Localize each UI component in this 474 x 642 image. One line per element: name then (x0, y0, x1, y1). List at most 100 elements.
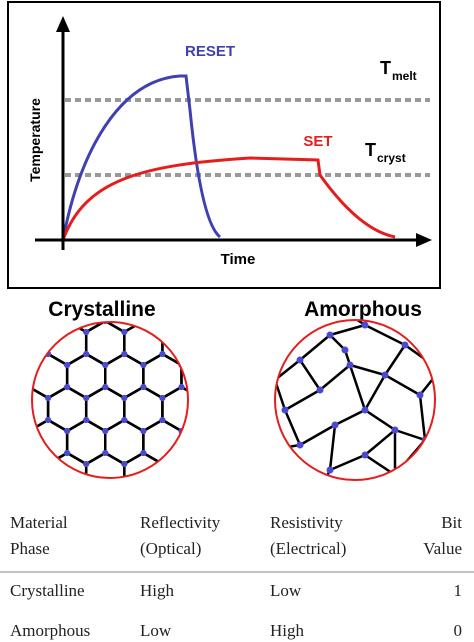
header-cell: Resistivity (270, 513, 343, 532)
atom (178, 450, 185, 456)
atom (198, 329, 204, 335)
bond (299, 423, 336, 447)
atom (217, 560, 223, 566)
atom (64, 494, 70, 500)
atom (236, 329, 242, 335)
hex-cell (201, 387, 239, 431)
atom (7, 417, 13, 423)
atom (102, 516, 108, 522)
atom (198, 483, 204, 489)
bond (319, 364, 351, 391)
chart-frame (7, 1, 441, 289)
atom (102, 494, 108, 500)
atom (217, 582, 223, 588)
atom (45, 461, 52, 467)
atom (102, 494, 108, 500)
atom (7, 351, 13, 357)
atom (121, 329, 128, 335)
atom (83, 483, 89, 489)
atom (32, 384, 33, 390)
atom (236, 461, 242, 467)
atom (32, 322, 33, 324)
table-cell: 0 (454, 621, 463, 640)
atom (217, 384, 223, 390)
atom (121, 527, 127, 533)
atom (255, 450, 261, 456)
atom (217, 362, 223, 368)
bond (384, 373, 421, 397)
atom (236, 417, 242, 423)
atom (274, 483, 280, 489)
bond (363, 374, 387, 411)
atom (64, 560, 70, 566)
hex-cell (220, 420, 258, 464)
atom (7, 483, 13, 489)
atom (236, 593, 242, 599)
atom (255, 516, 261, 522)
atom (255, 296, 261, 302)
atom (346, 361, 354, 369)
atom (217, 494, 223, 500)
atom (198, 395, 204, 401)
atom (102, 516, 108, 522)
atom (32, 362, 33, 368)
atom (64, 362, 71, 368)
hex-cell (0, 354, 29, 398)
atom (178, 494, 184, 500)
atom (255, 318, 261, 324)
atom (102, 582, 108, 588)
atom (255, 384, 261, 390)
cryst-subscript: cryst (377, 151, 406, 165)
atom (140, 560, 146, 566)
atom (32, 428, 33, 434)
atom (198, 461, 204, 467)
atom (198, 351, 204, 357)
bond (394, 428, 426, 442)
atom (391, 471, 399, 479)
atom (140, 428, 147, 434)
hex-cell (220, 288, 258, 332)
bond (364, 408, 396, 432)
atom (198, 351, 204, 357)
atom (83, 483, 89, 489)
bond (364, 429, 396, 456)
atom (7, 417, 13, 423)
atom (274, 461, 280, 467)
atom (83, 351, 90, 357)
atom (32, 384, 33, 390)
atom (255, 494, 261, 500)
atom (26, 494, 32, 500)
atom (45, 329, 52, 335)
atom (159, 483, 165, 489)
header-cell: Reflectivity (140, 513, 221, 532)
atom (7, 461, 13, 467)
atom (331, 421, 339, 429)
atom (140, 560, 146, 566)
atom (255, 384, 261, 390)
atom (281, 406, 289, 414)
header-cell: Material (10, 513, 68, 532)
atom (140, 362, 147, 368)
atom (7, 351, 13, 357)
atom (255, 318, 261, 324)
bond (329, 334, 346, 351)
atom (26, 494, 32, 500)
atom (83, 395, 90, 401)
atom (217, 428, 223, 434)
atom (121, 417, 128, 423)
atom (45, 329, 52, 335)
atom (178, 322, 185, 324)
header-cell: (Optical) (140, 539, 201, 558)
hex-cell (239, 387, 277, 431)
atom (361, 406, 369, 414)
atom (121, 461, 128, 467)
atom (64, 494, 70, 500)
hex-cell (220, 552, 258, 596)
x-arrow (416, 233, 432, 247)
atom (83, 461, 90, 467)
atom (178, 384, 185, 390)
reset-label: RESET (185, 43, 235, 60)
atom (102, 494, 108, 500)
atom (217, 362, 223, 368)
atom (236, 549, 242, 555)
